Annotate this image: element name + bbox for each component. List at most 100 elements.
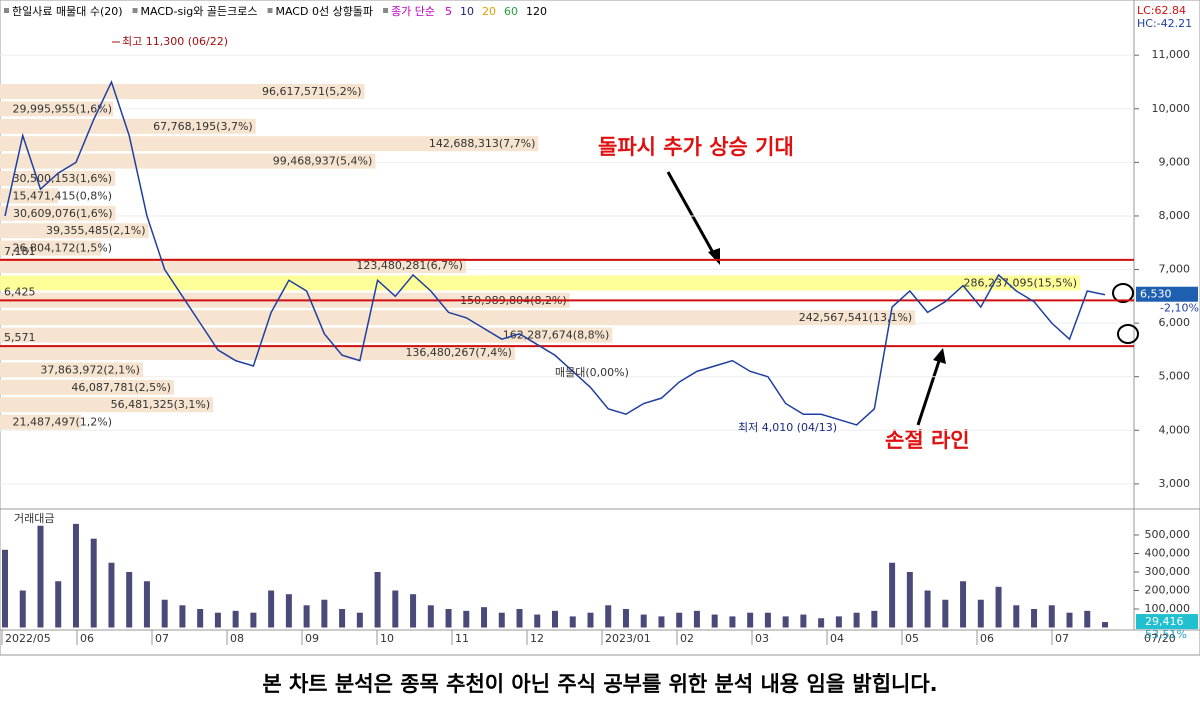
profile-bar	[0, 118, 256, 134]
price-change: -2,10%	[1160, 302, 1199, 315]
profile-bar	[0, 84, 365, 99]
legend-item: 한일사료 매물대 수(20)	[12, 4, 123, 18]
y-tick-label: 400,000	[1145, 546, 1191, 559]
volume-bar	[1066, 612, 1073, 628]
footer: 본 차트 분석은 종목 추천이 아닌 주식 공부를 위한 분석 내용 임을 밝힙…	[262, 672, 937, 696]
volume-bar	[871, 610, 878, 628]
volume-bar	[37, 525, 44, 628]
high-note: 최고 11,300 (06/22)	[122, 35, 228, 48]
volume-bar	[800, 614, 807, 628]
volume-bar	[1102, 622, 1108, 628]
volume-bar	[729, 616, 736, 628]
profile-label: 26,804,172(1,5%)	[12, 242, 112, 255]
circle-marker	[1117, 324, 1139, 344]
arrow	[666, 171, 718, 259]
legend-icon	[4, 8, 9, 13]
volume-bar	[658, 616, 665, 628]
profile-label: 37,863,972(2,1%)	[40, 363, 140, 376]
price-label: 6,530	[1140, 288, 1172, 301]
volume-bar	[356, 612, 363, 628]
ma-period: 5	[445, 5, 452, 18]
profile-label: 46,087,781(2,5%)	[71, 381, 171, 394]
x-tick-label: 07	[1055, 632, 1069, 645]
volume-bar	[161, 599, 168, 628]
volume-bar	[622, 608, 629, 628]
volume-bar	[1013, 605, 1020, 628]
volume-bar	[693, 610, 700, 628]
volume-bar	[960, 581, 967, 628]
legend-item: MACD 0선 상향돌파	[275, 5, 373, 18]
volume-bar	[552, 610, 558, 628]
x-tick-label: 03	[755, 632, 769, 645]
profile-bar	[0, 223, 149, 239]
volume-bar	[90, 538, 97, 628]
volume-current: 29,416	[1145, 615, 1184, 628]
profile-bar	[0, 275, 1080, 291]
profile-bar	[0, 327, 613, 343]
volume-bar	[463, 610, 470, 628]
volume-bar	[108, 562, 115, 628]
volume-bar	[268, 590, 275, 628]
profile-label: 30,500,153(1,6%)	[13, 172, 113, 185]
price-box	[1136, 286, 1198, 302]
breakout-note: 돌파시 추가 상승 기대	[598, 135, 794, 159]
volume-bar	[569, 616, 576, 628]
volume-bar	[285, 594, 292, 628]
volume-bar	[906, 571, 913, 628]
y-tick-label: 300,000	[1145, 565, 1191, 578]
y-tick-label: 5,000	[1159, 370, 1191, 383]
profile-label: 286,237,095(15,5%)	[963, 276, 1077, 289]
circle-marker	[1112, 283, 1134, 303]
volume-bar	[19, 590, 26, 628]
ma-period: 10	[460, 5, 474, 18]
legend-item: 종가 단순	[391, 5, 435, 18]
x-tick-label: 02	[680, 632, 694, 645]
profile-label: 96,617,571(5,2%)	[262, 85, 362, 98]
volume-bar	[782, 616, 789, 628]
arrowhead	[933, 348, 946, 364]
volume-bar	[427, 605, 434, 628]
y-tick-label: 500,000	[1145, 528, 1191, 541]
x-tick-label: 09	[305, 632, 319, 645]
profile-bar	[0, 188, 59, 204]
volume-bar	[445, 608, 452, 628]
profile-bar	[0, 153, 376, 169]
volume-bar	[516, 608, 523, 628]
volume-bar	[143, 581, 150, 628]
profile-bar	[0, 240, 102, 256]
profile-bar	[0, 414, 82, 430]
profile-label: 162,287,674(8,8%)	[503, 329, 610, 342]
y-tick-label: 8,000	[1159, 209, 1191, 222]
x-tick-label: 08	[230, 632, 244, 645]
x-tick-label: 12	[530, 632, 544, 645]
y-tick-label: 100,000	[1145, 602, 1191, 615]
y-tick-label: 11,000	[1152, 48, 1191, 61]
y-tick-label: 6,000	[1159, 316, 1191, 329]
profile-label: 39,355,485(2,1%)	[46, 224, 146, 237]
x-tick-label: 06	[80, 632, 94, 645]
x-tick-label: 2023/01	[605, 632, 651, 645]
y-tick-label: 3,000	[1159, 477, 1191, 490]
x-tick-label: 11	[455, 632, 469, 645]
volume-pct: 53,51%	[1145, 628, 1187, 641]
profile-label: 99,468,937(5,4%)	[273, 155, 373, 168]
volume-bar	[232, 610, 239, 628]
arrow	[916, 357, 942, 426]
volume-bar	[640, 614, 647, 628]
x-tick-label: 10	[380, 632, 394, 645]
y-tick-label: 9,000	[1159, 155, 1191, 168]
y-tick-label: 7,000	[1159, 263, 1191, 276]
volume-bar	[942, 599, 949, 628]
x-tick-label: 06	[980, 632, 994, 645]
volume-bar	[55, 581, 62, 628]
legend-icon	[267, 8, 273, 13]
volume-bar	[410, 594, 417, 628]
y-tick-label: 10,000	[1152, 102, 1191, 115]
volume-bar	[534, 614, 541, 628]
stop-note: 손절 라인	[885, 428, 970, 452]
volume-bar	[374, 571, 381, 628]
hc: HC:-42.21	[1137, 17, 1192, 30]
x-tick-label: 05	[905, 632, 919, 645]
legend-icon	[132, 8, 138, 13]
